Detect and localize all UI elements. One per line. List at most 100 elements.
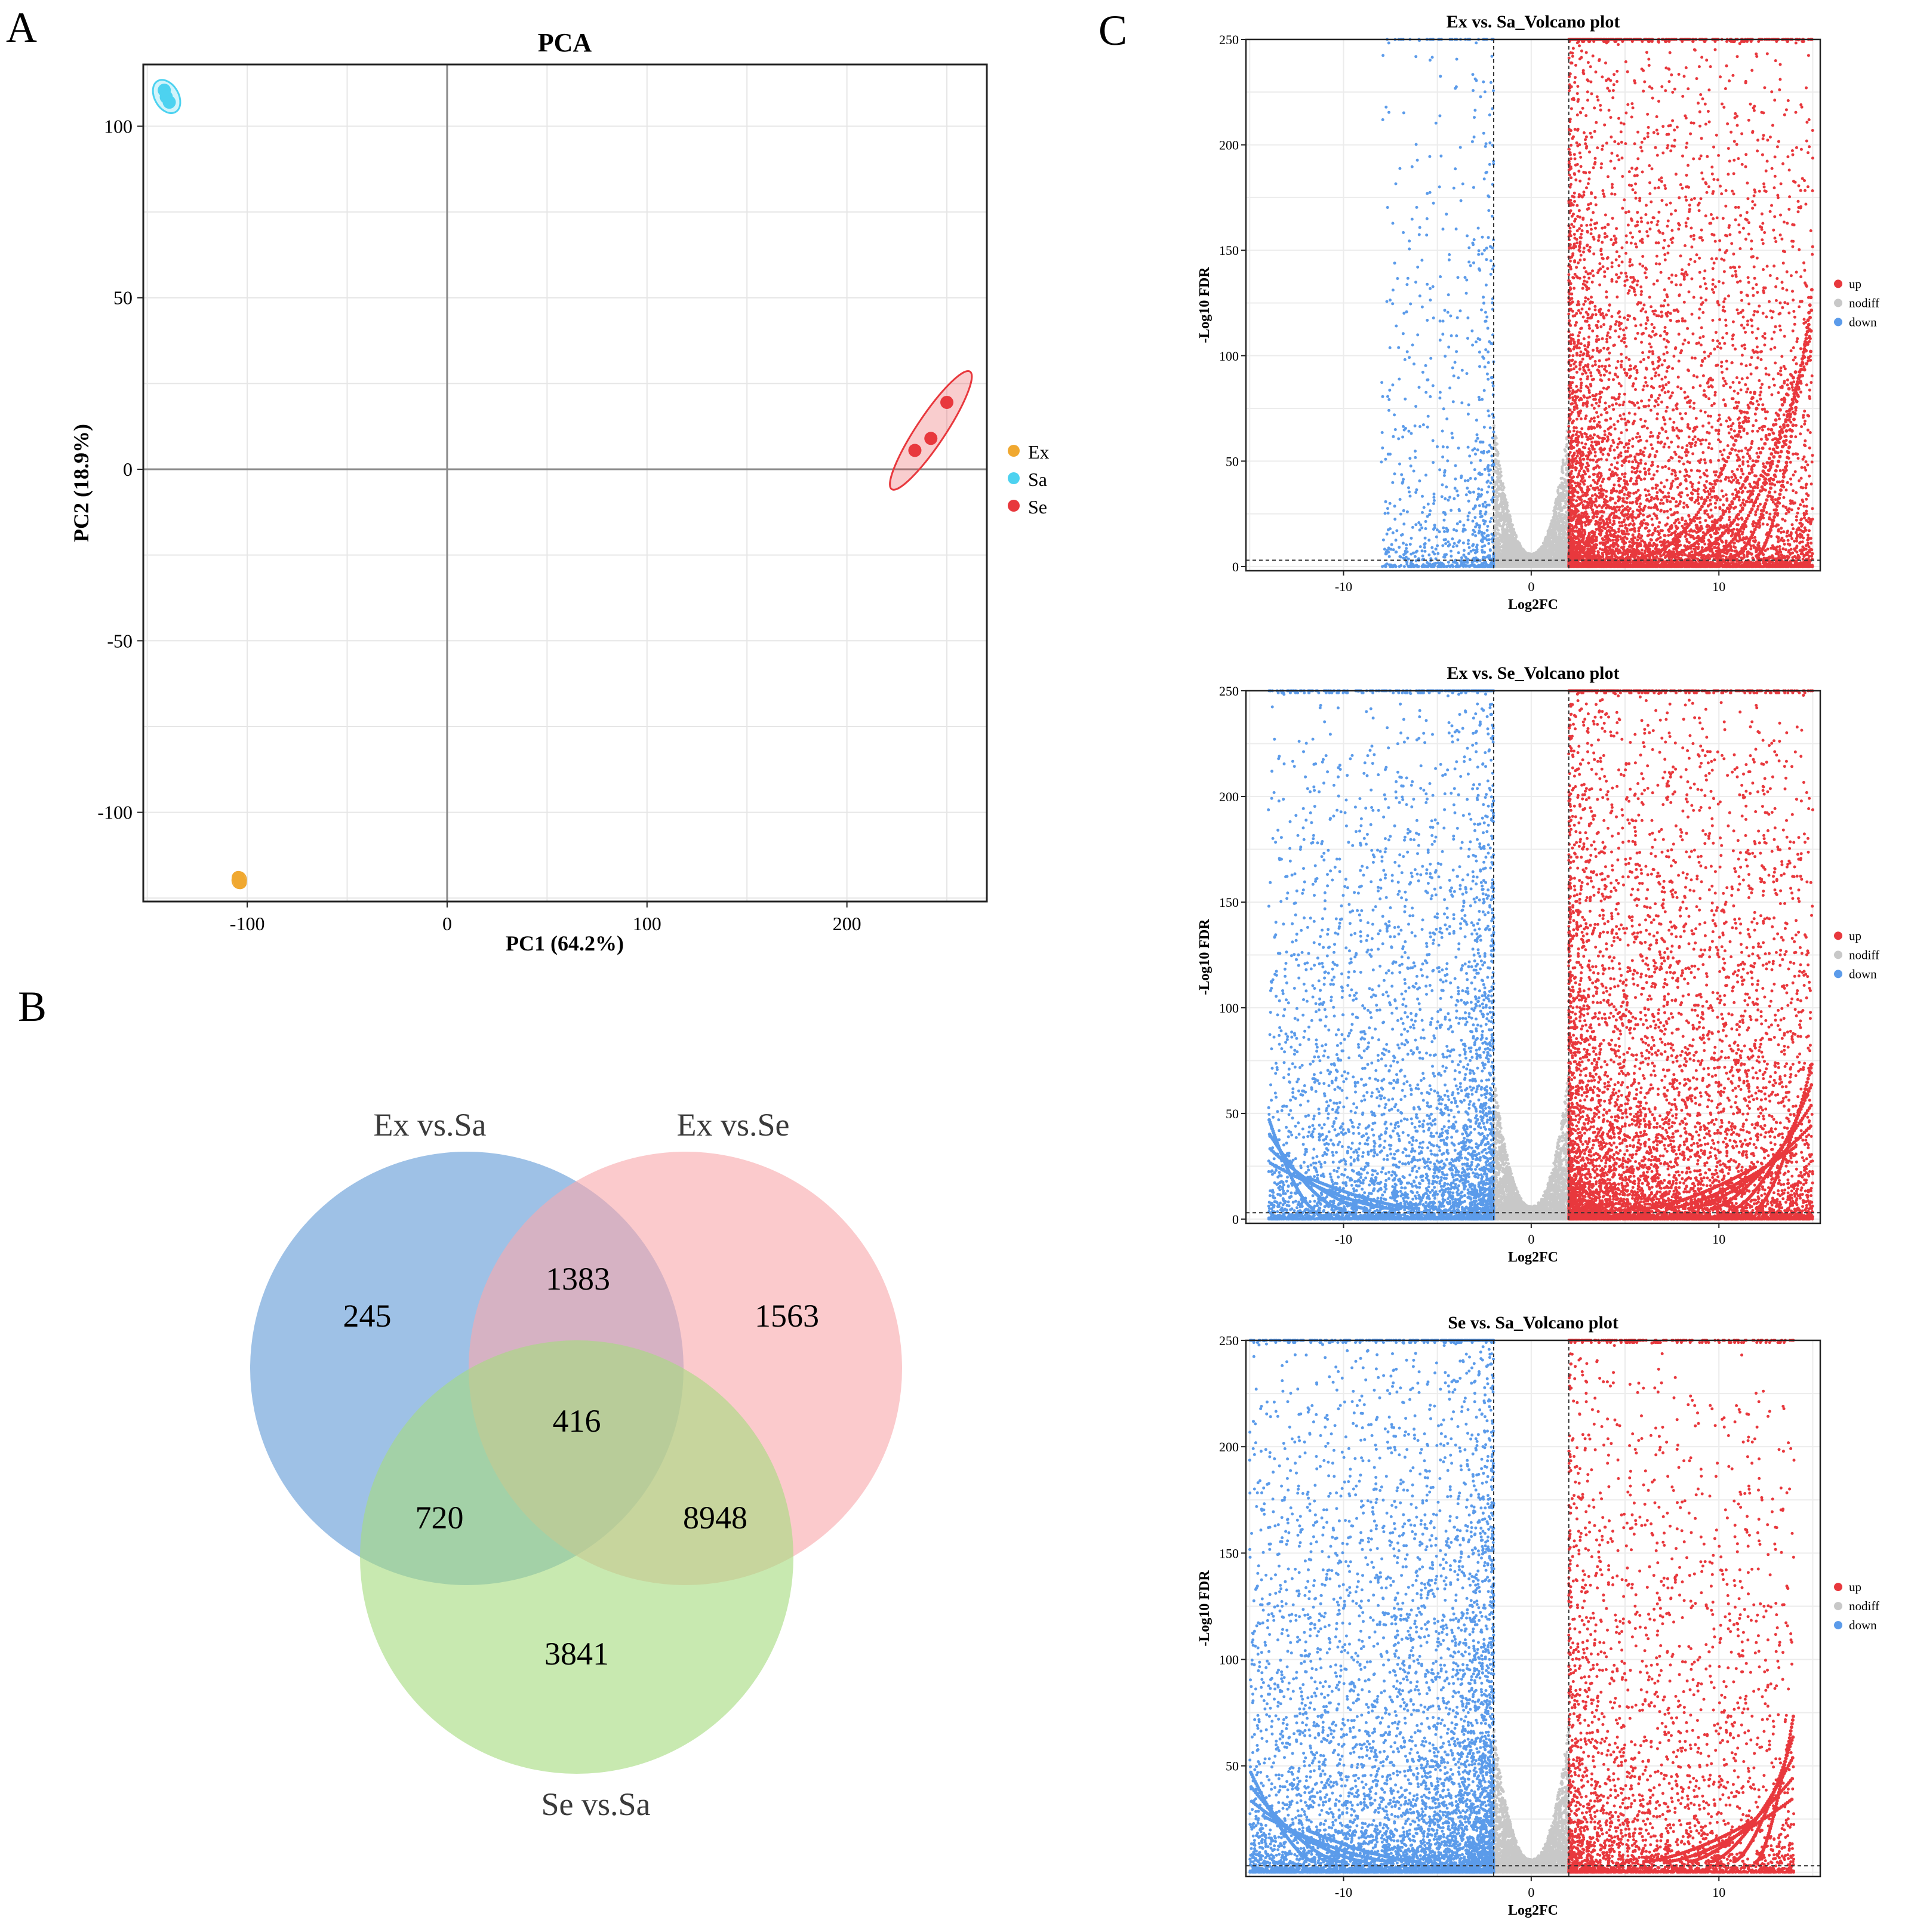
volcano-plot-se-vs-sa: -10 0 10 50 100 150 200 250 Se vs. Sa_Volcano p… xyxy=(1197,1313,1879,1918)
legend-down-swatch xyxy=(1834,970,1842,979)
volcano-legend: up nodiff down xyxy=(1834,928,1879,981)
legend-nodiff-label: nodiff xyxy=(1849,1599,1879,1613)
volcano-ticks: -10 0 10 50 100 150 200 250 xyxy=(1219,1333,1725,1900)
pca-ytick-label: -50 xyxy=(107,630,133,651)
pca-marks xyxy=(152,79,973,890)
legend-down-swatch xyxy=(1834,1621,1842,1630)
pca-ticks: -100 0 100 200 -100 -50 0 50 100 xyxy=(97,115,861,934)
volcano-ytick-label: 50 xyxy=(1226,454,1239,469)
volcano-ytick-label: 200 xyxy=(1219,1439,1239,1454)
volcano-nodiff-points xyxy=(1492,1074,1571,1221)
legend-down-label: down xyxy=(1849,315,1877,329)
pca-gridlines xyxy=(143,64,987,902)
volcano-ytick-label: 150 xyxy=(1219,895,1239,910)
pca-legend: Ex Sa Se xyxy=(1008,441,1050,518)
panel-letter-b: B xyxy=(18,983,47,1030)
volcano-down-points xyxy=(1267,689,1495,1221)
panel-letter-a: A xyxy=(6,4,37,51)
volcano-ytick-label: 50 xyxy=(1226,1759,1239,1774)
volcano-xtick-label: -10 xyxy=(1335,579,1352,594)
volcano-xlabel: Log2FC xyxy=(1508,597,1558,613)
venn-set-label-ex-se: Ex vs.Se xyxy=(677,1107,790,1143)
volcano-ytick-label: 100 xyxy=(1219,1653,1239,1668)
volcano-ylabel: -Log10 FDR xyxy=(1197,1570,1213,1647)
volcano-gridlines xyxy=(1246,39,1820,571)
legend-se-label: Se xyxy=(1028,496,1047,518)
pca-ytick-label: 0 xyxy=(123,459,133,480)
volcano-up-arcs xyxy=(1642,288,1814,558)
pca-ytick-label: 100 xyxy=(104,115,133,137)
legend-nodiff-swatch xyxy=(1834,1602,1842,1611)
legend-down-swatch xyxy=(1834,318,1842,327)
volcano-ytick-label: 200 xyxy=(1219,789,1239,804)
volcano-thresholds xyxy=(1246,691,1820,1223)
legend-se-swatch xyxy=(1008,500,1020,512)
legend-up-swatch xyxy=(1834,931,1842,940)
volcano-ytick-label: 200 xyxy=(1219,138,1239,153)
pca-point-ex xyxy=(232,873,246,887)
volcano-nodiff-points xyxy=(1492,422,1571,568)
venn-count-ex-se-only: 1563 xyxy=(755,1298,819,1334)
legend-down-label: down xyxy=(1849,967,1877,981)
volcano-ytick-label: 150 xyxy=(1219,243,1239,258)
volcano-thresholds xyxy=(1246,39,1820,571)
volcano-down-arcs xyxy=(1267,1118,1421,1211)
legend-sa-swatch xyxy=(1008,472,1020,484)
volcano-ylabel: -Log10 FDR xyxy=(1197,919,1213,995)
volcano-ytick-label: 250 xyxy=(1219,32,1239,47)
volcano-xtick-label: 0 xyxy=(1528,1885,1534,1900)
volcano-legend: up nodiff down xyxy=(1834,1580,1879,1632)
volcano-title: Ex vs. Se_Volcano plot xyxy=(1447,663,1620,683)
volcano-ytick-label: 100 xyxy=(1219,349,1239,364)
pca-point-se xyxy=(924,432,938,445)
venn-circle-se-sa xyxy=(360,1340,793,1774)
pca-point-se xyxy=(940,395,954,409)
legend-up-swatch xyxy=(1834,1583,1842,1592)
pca-ytick-label: 50 xyxy=(113,287,133,309)
pca-ylabel: PC2 (18.9%) xyxy=(69,424,93,542)
volcano-ytick-label: 150 xyxy=(1219,1546,1239,1561)
venn-count-ex-se-se-sa: 8948 xyxy=(683,1500,747,1536)
legend-up-label: up xyxy=(1849,928,1861,943)
pca-xtick-label: 200 xyxy=(833,913,861,934)
venn-set-label-se-sa: Se vs.Sa xyxy=(541,1786,650,1822)
volcano-xtick-label: 10 xyxy=(1712,1885,1725,1900)
volcano-ytick-label: 100 xyxy=(1219,1001,1239,1016)
volcano-xtick-label: 0 xyxy=(1528,579,1534,594)
pca-point-se xyxy=(908,444,922,457)
volcano-legend: up nodiff down xyxy=(1834,276,1879,329)
pca-point-sa xyxy=(162,96,176,109)
pca-ytick-label: -100 xyxy=(97,802,133,823)
legend-down-label: down xyxy=(1849,1618,1877,1632)
legend-nodiff-swatch xyxy=(1834,950,1842,959)
volcano-ytick-label: 0 xyxy=(1232,1212,1239,1227)
volcano-ytick-label: 50 xyxy=(1226,1106,1239,1121)
volcano-title: Ex vs. Sa_Volcano plot xyxy=(1447,12,1620,32)
volcano-xtick-label: -10 xyxy=(1335,1885,1352,1900)
volcano-down-points xyxy=(1248,1339,1495,1874)
volcano-xlabel: Log2FC xyxy=(1508,1250,1558,1265)
pca-xlabel: PC1 (64.2%) xyxy=(506,931,624,955)
volcano-xtick-label: -10 xyxy=(1335,1232,1352,1247)
pca-xtick-label: 100 xyxy=(633,913,661,934)
legend-nodiff-label: nodiff xyxy=(1849,296,1879,310)
venn-count-se-sa-only: 3841 xyxy=(544,1636,609,1672)
volcano-up-points xyxy=(1567,689,1814,1221)
venn-diagram: Ex vs.Sa Ex vs.Se Se vs.Sa 245 1563 3841… xyxy=(250,1107,902,1822)
venn-count-ex-sa-ex-se: 1383 xyxy=(546,1261,610,1297)
pca-xtick-label: -100 xyxy=(230,913,265,934)
venn-count-ex-sa-only: 245 xyxy=(343,1298,392,1334)
legend-nodiff-label: nodiff xyxy=(1849,947,1879,962)
pca-frame xyxy=(142,63,988,903)
legend-nodiff-swatch xyxy=(1834,299,1842,307)
volcano-ytick-label: 0 xyxy=(1232,559,1239,574)
volcano-points xyxy=(1267,689,1814,1221)
volcano-down-arcs xyxy=(1249,1770,1421,1864)
legend-ex-label: Ex xyxy=(1028,441,1050,463)
pca-chart: PCA PC1 (64.2%) PC2 (18.9%) -100 0 100 200-… xyxy=(69,28,1050,955)
venn-count-all-three: 416 xyxy=(553,1403,601,1439)
